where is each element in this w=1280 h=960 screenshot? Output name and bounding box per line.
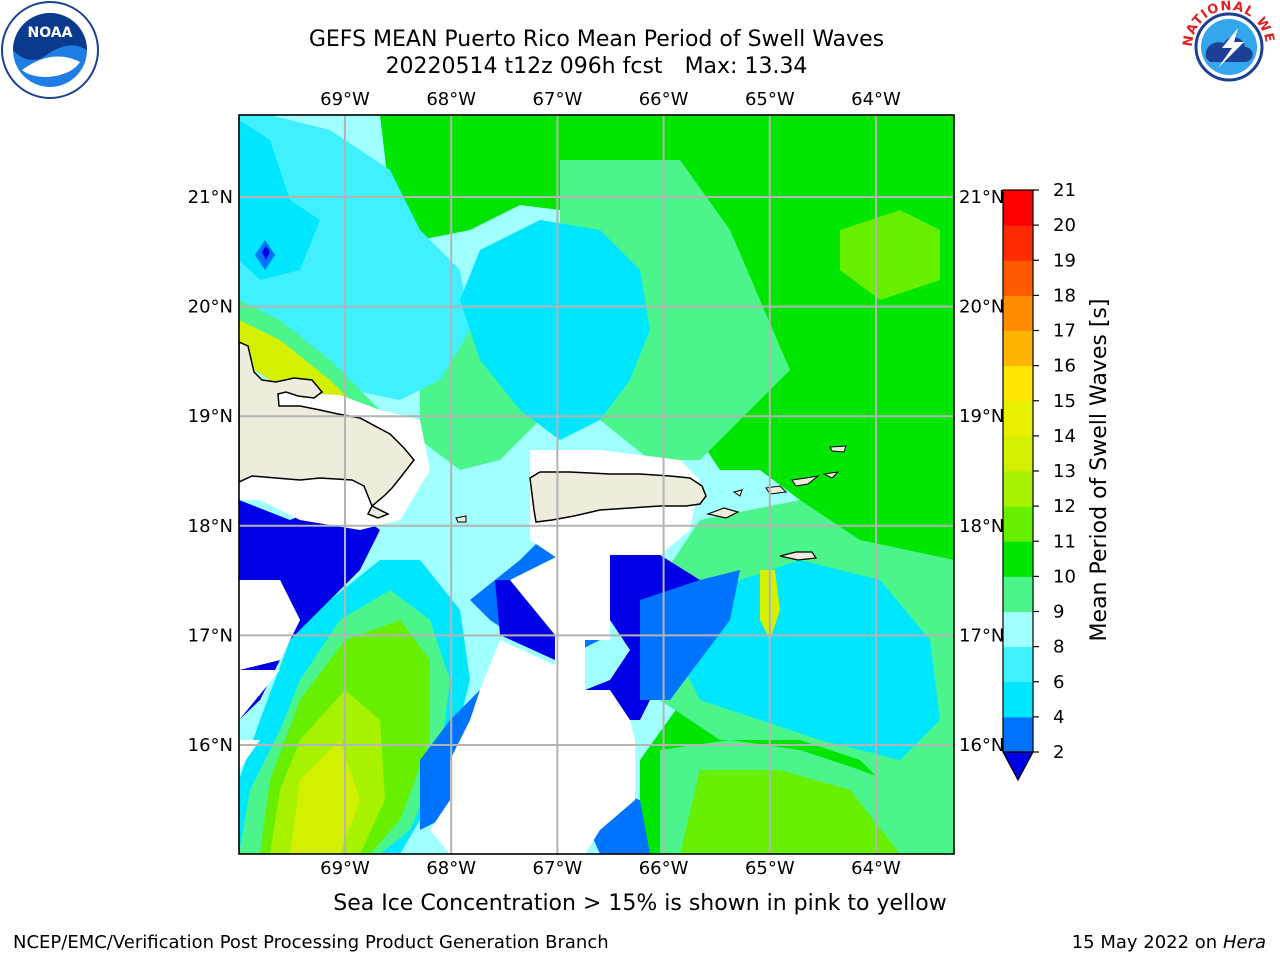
colorbar-segment [1003,365,1033,402]
colorbar-tick-label: 21 [1053,180,1076,201]
lon-label-bottom: 68°W [426,858,476,879]
lon-label-bottom: 69°W [320,858,370,879]
lat-label-right: 16°N [959,735,1004,756]
colorbar-tick-label: 20 [1053,215,1076,236]
missing-data-region [239,580,300,670]
lon-label-top: 65°W [745,89,795,110]
colorbar-segment [1003,190,1033,226]
colorbar-tick-label: 2 [1053,742,1064,763]
colorbar-segment [1003,225,1033,261]
date-text: 15 May 2022 on [1071,932,1218,953]
colorbar-tick-label: 12 [1053,496,1076,517]
lon-label-top: 66°W [639,89,689,110]
colorbar: 2 4 6 8 9 10 11 12 13 14 15 16 17 18 19 20 21 [1001,180,1076,782]
lat-label-right: 19°N [959,406,1004,427]
lon-label-top: 68°W [426,89,476,110]
noaa-logo-text: NOAA [28,25,73,41]
lon-label-top: 67°W [533,89,583,110]
chart-title: GEFS MEAN Puerto Rico Mean Period of Swe… [308,27,885,52]
colorbar-segment [1003,260,1033,296]
credit-text: NCEP/EMC/Verification Post Processing Pr… [13,932,609,953]
chart-subtitle: 20220514 t12z 096h fcst Max: 13.34 [0,54,1193,80]
gridlines [239,115,954,854]
colorbar-tick-label: 14 [1053,426,1076,447]
colorbar-segment [1003,541,1033,577]
colorbar-tick-label: 15 [1053,391,1076,412]
colorbar-segment [1003,716,1033,753]
puerto-rico-land [529,471,707,523]
sea-ice-caption: Sea Ice Concentration > 15% is shown in … [333,891,947,916]
lon-label-top: 69°W [320,89,370,110]
colorbar-segment [1003,471,1033,507]
colorbar-segment [1003,646,1033,683]
lat-label-left: 19°N [188,406,233,427]
nws-logo: NATIONAL WEATHER SERVICE [0,0,1277,95]
colorbar-segment [1003,330,1033,367]
system-name: Hera [1222,932,1266,953]
colorbar-tick-label: 17 [1053,321,1076,342]
swell-6-region [239,115,470,400]
colorbar-tick-label: 6 [1053,672,1064,693]
lat-label-left: 20°N [188,297,233,318]
lat-label-right: 17°N [959,625,1004,646]
map-frame [238,114,955,855]
colorbar-tick-label: 10 [1053,566,1076,587]
colorbar-tick-label: 9 [1053,602,1064,623]
colorbar-segment [1003,681,1033,718]
lat-label-left: 21°N [188,187,233,208]
colorbar-extend-arrow [1001,751,1035,782]
colorbar-segment [1003,435,1033,472]
lon-label-bottom: 65°W [745,858,795,879]
lat-label-right: 21°N [959,187,1004,208]
colorbar-tick-label: 4 [1053,707,1064,728]
colorbar-tick-label: 13 [1053,461,1076,482]
nws-ring-text: NATIONAL WEATHER SERVICE [0,0,1277,48]
colorbar-segment [1003,506,1033,542]
noaa-logo: NOAA [1,1,99,99]
hispaniola-land [239,341,415,519]
lat-label-left: 16°N [188,735,233,756]
lat-label-right: 20°N [959,297,1004,318]
axis-labels: 69°W 69°W 68°W 68°W 67°W 67°W 66°W 66°W 65°W 65°W… [188,89,1005,879]
lat-label-right: 18°N [959,516,1004,537]
max-value: Max: 13.34 [684,54,808,79]
forecast-time: 20220514 t12z 096h fcst [385,54,663,79]
lon-label-bottom: 66°W [639,858,689,879]
lat-label-left: 17°N [188,625,233,646]
lon-label-bottom: 64°W [851,858,901,879]
lat-label-left: 18°N [188,516,233,537]
lon-label-bottom: 67°W [533,858,583,879]
lon-label-top: 64°W [851,89,901,110]
map-area [239,115,954,854]
colorbar-label: Mean Period of Swell Waves [s] [1087,299,1112,642]
colorbar-tick-label: 11 [1053,531,1076,552]
colorbar-tick-label: 16 [1053,356,1076,377]
date-stamp: 15 May 2022 on Hera [1072,932,1266,953]
colorbar-segment [1003,400,1033,437]
colorbar-segment [1003,611,1033,648]
colorbar-segment [1003,295,1033,331]
colorbar-tick-label: 19 [1053,250,1076,271]
colorbar-tick-label: 8 [1053,637,1064,658]
colorbar-segment [1003,576,1033,612]
colorbar-tick-label: 18 [1053,285,1076,306]
